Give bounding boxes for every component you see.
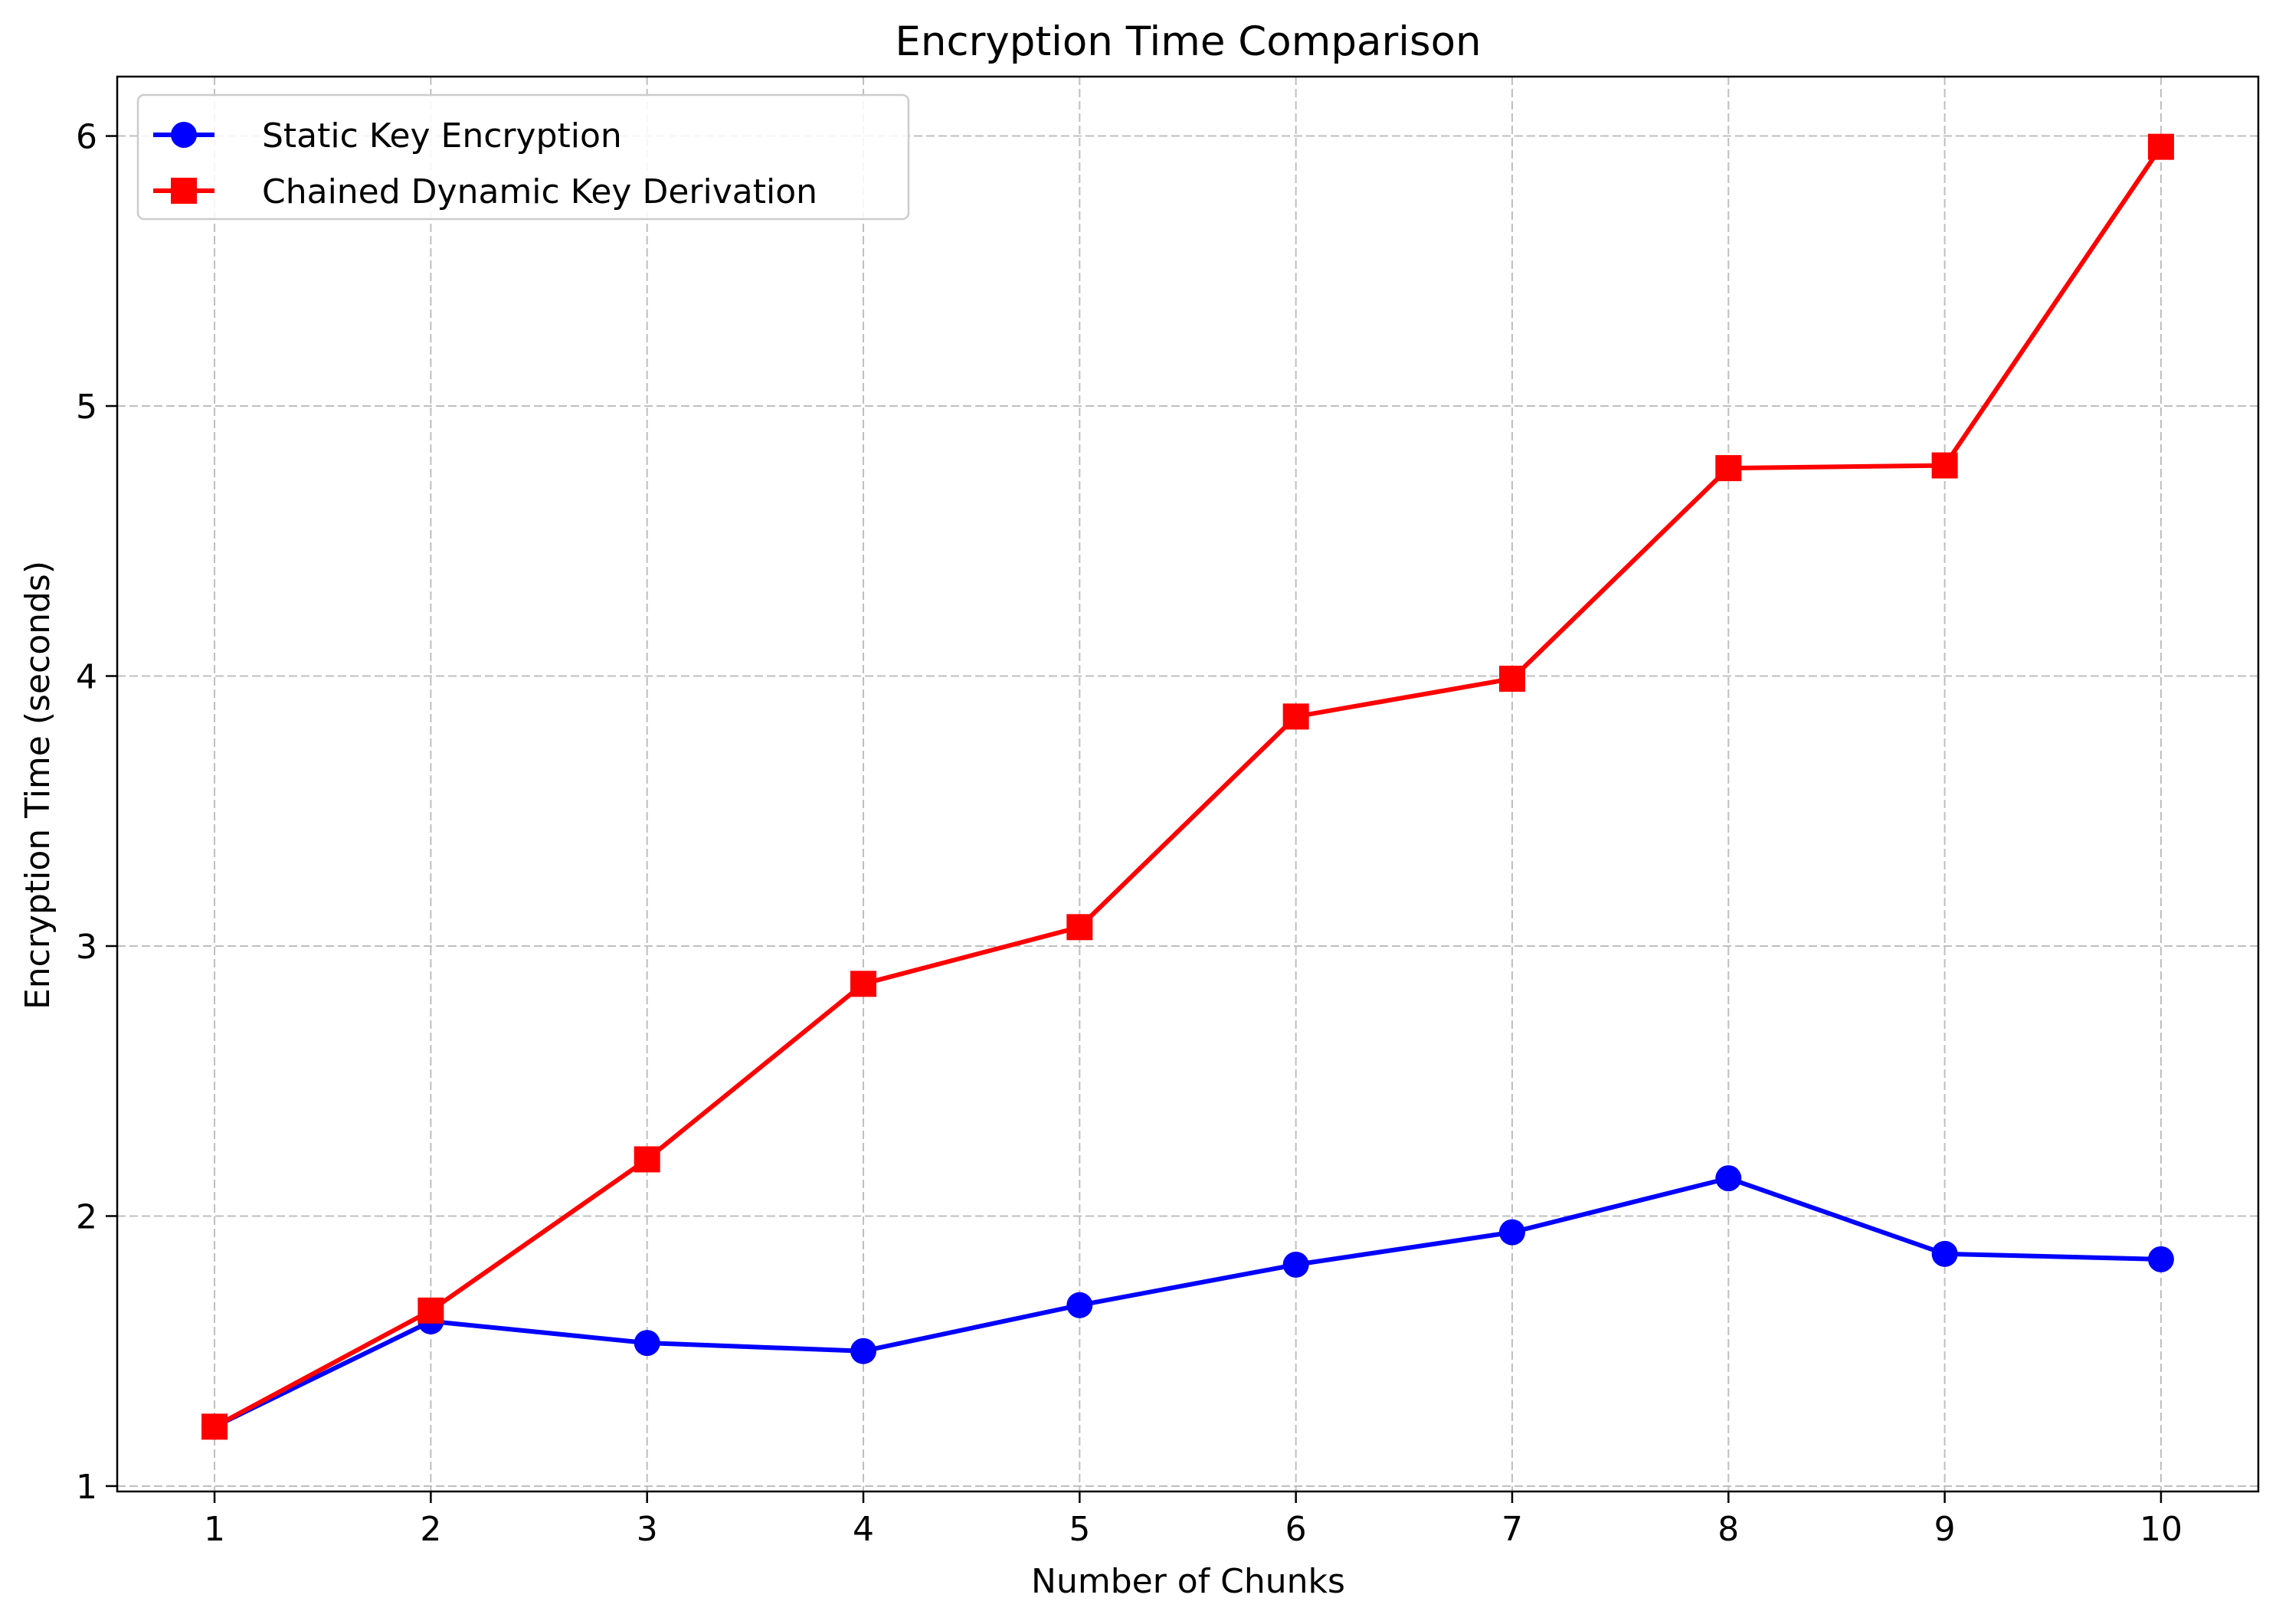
y-tick-label: 4 (76, 658, 97, 697)
data-point (850, 1338, 877, 1364)
x-tick-label: 1 (204, 1510, 225, 1549)
data-point (1715, 1165, 1742, 1192)
legend-entry: Static Key Encryption (153, 116, 622, 156)
data-point (1066, 914, 1093, 941)
x-tick-label: 4 (853, 1510, 874, 1549)
data-point (1066, 1292, 1093, 1318)
data-point (634, 1330, 660, 1357)
chart-title: Encryption Time Comparison (895, 18, 1481, 65)
x-tick-label: 10 (2140, 1510, 2182, 1549)
data-point (634, 1146, 660, 1173)
data-point (1282, 1251, 1309, 1278)
plot-frame (116, 75, 2260, 1493)
y-axis: 1 2 3 4 5 6 (76, 118, 117, 1507)
grid (117, 77, 2258, 1491)
series-2 (201, 133, 2174, 1440)
data-point (1931, 452, 1958, 479)
x-tick-label: 2 (420, 1510, 441, 1549)
data-point (1282, 703, 1309, 730)
y-tick-label: 3 (76, 928, 97, 967)
data-point (2147, 1246, 2174, 1272)
data-point (417, 1297, 444, 1324)
legend-box (136, 93, 910, 221)
y-tick-label: 1 (76, 1468, 97, 1507)
legend-marker (171, 178, 197, 204)
data-point (1498, 666, 1525, 692)
x-axis-label: Number of Chunks (1031, 1562, 1345, 1601)
series-layer (201, 133, 2174, 1440)
x-axis: 1 2 3 4 5 6 7 8 9 10 (204, 1491, 2182, 1549)
data-point (2147, 133, 2174, 160)
data-point (1931, 1240, 1958, 1267)
legend-label: Chained Dynamic Key Derivation (262, 172, 817, 211)
data-point (201, 1413, 228, 1440)
series-line (212, 144, 2163, 1429)
legend-entry: Chained Dynamic Key Derivation (153, 172, 817, 211)
x-tick-label: 7 (1501, 1510, 1523, 1549)
y-tick-label: 6 (76, 118, 97, 157)
legend-label: Static Key Encryption (262, 116, 622, 156)
data-point (1715, 455, 1742, 482)
y-axis-label: Encryption Time (seconds) (18, 561, 57, 1010)
x-tick-label: 8 (1717, 1510, 1739, 1549)
legend-marker (171, 122, 197, 148)
series-line (212, 1176, 2163, 1429)
x-tick-label: 5 (1069, 1510, 1090, 1549)
x-tick-label: 6 (1285, 1510, 1307, 1549)
legend: Static Key Encryption Chained Dynamic Key… (136, 93, 910, 221)
y-tick-label: 2 (76, 1197, 97, 1236)
y-tick-label: 5 (76, 388, 97, 427)
data-point (1498, 1219, 1525, 1246)
x-tick-label: 9 (1934, 1510, 1956, 1549)
data-point (850, 971, 877, 997)
x-tick-label: 3 (637, 1510, 658, 1549)
